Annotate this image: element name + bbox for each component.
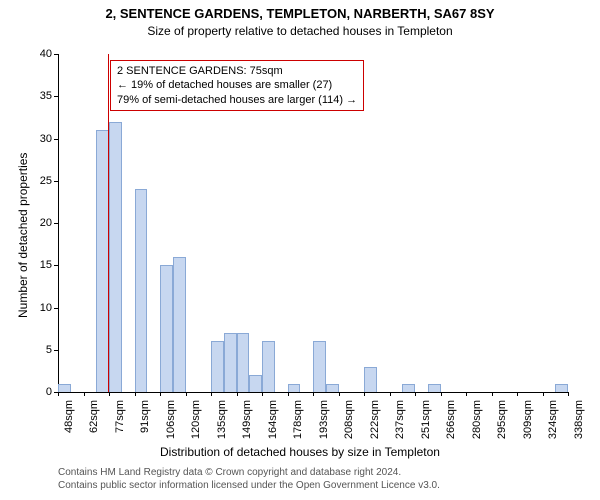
x-tick-mark [364, 392, 365, 396]
x-tick-mark [492, 392, 493, 396]
x-tick-mark [543, 392, 544, 396]
x-tick-mark [186, 392, 187, 396]
histogram-bar [237, 333, 250, 392]
histogram-bar [224, 333, 237, 392]
y-tick-mark [54, 96, 58, 97]
y-tick-mark [54, 139, 58, 140]
y-tick-mark [54, 223, 58, 224]
histogram-bar [160, 265, 173, 392]
x-tick-label: 324sqm [548, 400, 560, 439]
x-tick-mark [84, 392, 85, 396]
x-tick-label: 135sqm [216, 400, 228, 439]
x-tick-mark [211, 392, 212, 396]
histogram-bar [428, 384, 441, 392]
x-tick-label: 237sqm [395, 400, 407, 439]
x-tick-label: 62sqm [89, 400, 101, 433]
x-tick-label: 48sqm [63, 400, 75, 433]
annotation-box: 2 SENTENCE GARDENS: 75sqm← 19% of detach… [110, 60, 364, 111]
histogram-bar [249, 375, 262, 392]
y-tick-mark [54, 54, 58, 55]
x-tick-label: 338sqm [573, 400, 585, 439]
x-axis-label: Distribution of detached houses by size … [0, 445, 600, 459]
x-tick-mark [313, 392, 314, 396]
histogram-bar [173, 257, 186, 392]
histogram-bar [313, 341, 326, 392]
attribution-line: Contains HM Land Registry data © Crown c… [58, 466, 440, 479]
x-tick-mark [517, 392, 518, 396]
x-tick-mark [109, 392, 110, 396]
x-tick-label: 149sqm [242, 400, 254, 439]
histogram-bar [555, 384, 568, 392]
attribution-line: Contains public sector information licen… [58, 479, 440, 492]
x-tick-mark [160, 392, 161, 396]
x-tick-mark [135, 392, 136, 396]
x-tick-label: 309sqm [522, 400, 534, 439]
x-tick-mark [288, 392, 289, 396]
histogram-bar [262, 341, 275, 392]
x-tick-mark [466, 392, 467, 396]
x-tick-label: 280sqm [471, 400, 483, 439]
x-tick-label: 208sqm [344, 400, 356, 439]
histogram-bar [211, 341, 224, 392]
x-tick-mark [339, 392, 340, 396]
x-tick-label: 193sqm [318, 400, 330, 439]
histogram-bar [402, 384, 415, 392]
x-tick-mark [262, 392, 263, 396]
chart-title: 2, SENTENCE GARDENS, TEMPLETON, NARBERTH… [0, 6, 600, 21]
attribution-text: Contains HM Land Registry data © Crown c… [58, 466, 440, 492]
reference-line [108, 54, 110, 392]
x-tick-label: 251sqm [420, 400, 432, 439]
histogram-bar [135, 189, 148, 392]
x-tick-label: 295sqm [497, 400, 509, 439]
x-tick-label: 77sqm [114, 400, 126, 433]
annotation-line: ← 19% of detached houses are smaller (27… [117, 78, 357, 92]
x-tick-label: 178sqm [293, 400, 305, 439]
x-tick-mark [441, 392, 442, 396]
x-tick-label: 222sqm [369, 400, 381, 439]
y-axis-label: Number of detached properties [16, 152, 30, 317]
x-tick-mark [390, 392, 391, 396]
histogram-bar [364, 367, 377, 392]
x-tick-mark [568, 392, 569, 396]
y-axis-line [58, 54, 59, 392]
histogram-bar [288, 384, 301, 392]
x-tick-mark [58, 392, 59, 396]
y-tick-mark [54, 308, 58, 309]
x-tick-label: 164sqm [267, 400, 279, 439]
x-tick-label: 266sqm [446, 400, 458, 439]
chart-subtitle: Size of property relative to detached ho… [0, 24, 600, 38]
annotation-line: 79% of semi-detached houses are larger (… [117, 93, 357, 107]
annotation-line: 2 SENTENCE GARDENS: 75sqm [117, 64, 357, 78]
histogram-bar [326, 384, 339, 392]
y-tick-mark [54, 350, 58, 351]
y-tick-mark [54, 181, 58, 182]
x-tick-label: 91sqm [140, 400, 152, 433]
x-tick-mark [415, 392, 416, 396]
histogram-bar [58, 384, 71, 392]
x-tick-label: 120sqm [191, 400, 203, 439]
x-tick-label: 106sqm [165, 400, 177, 439]
y-tick-mark [54, 265, 58, 266]
histogram-bar [109, 122, 122, 392]
chart-container: 2, SENTENCE GARDENS, TEMPLETON, NARBERTH… [0, 0, 600, 500]
x-tick-mark [237, 392, 238, 396]
